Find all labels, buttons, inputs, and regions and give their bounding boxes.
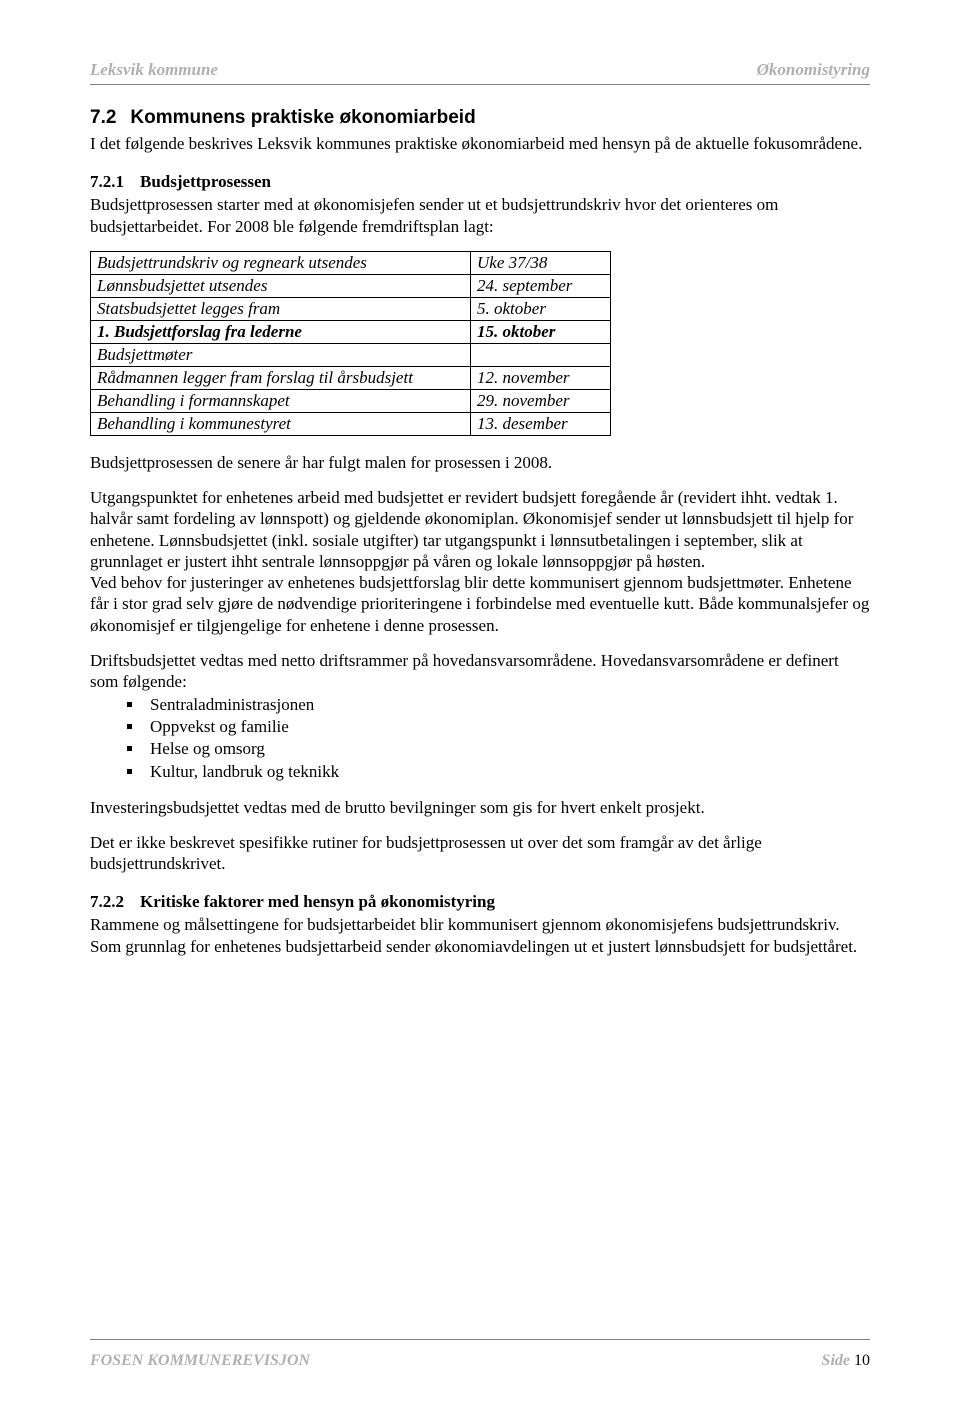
schedule-label: Behandling i kommunestyret: [91, 412, 471, 435]
s721-paragraph-1: Budsjettprosessen starter med at økonomi…: [90, 194, 870, 237]
footer-left: FOSEN KOMMUNEREVISJON: [90, 1352, 310, 1370]
table-row: Budsjettrundskriv og regneark utsendesUk…: [91, 251, 611, 274]
footer-rule-wrap: [90, 1333, 870, 1346]
footer-page-label: Side: [822, 1352, 850, 1369]
list-item: Sentraladministrasjonen: [144, 694, 870, 716]
header-right: Økonomistyring: [757, 60, 870, 80]
schedule-label: Rådmannen legger fram forslag til årsbud…: [91, 366, 471, 389]
footer-page-number: 10: [854, 1352, 870, 1369]
page-header: Leksvik kommune Økonomistyring: [90, 60, 870, 80]
table-row: Behandling i kommunestyret13. desember: [91, 412, 611, 435]
footer-right: Side 10: [822, 1352, 870, 1370]
section-heading-7-2: 7.2 Kommunens praktiske økonomiarbeid: [90, 107, 870, 129]
heading-title: Kritiske faktorer med hensyn på økonomis…: [140, 892, 495, 911]
schedule-value: 29. november: [471, 389, 611, 412]
table-row: Behandling i formannskapet29. november: [91, 389, 611, 412]
schedule-value: 12. november: [471, 366, 611, 389]
header-rule: [90, 84, 870, 85]
body-paragraph: Utgangspunktet for enhetenes arbeid med …: [90, 487, 870, 572]
heading-number: 7.2: [90, 107, 116, 129]
list-item: Oppvekst og familie: [144, 716, 870, 738]
table-row: 1. Budsjettforslag fra lederne15. oktobe…: [91, 320, 611, 343]
schedule-label: Budsjettrundskriv og regneark utsendes: [91, 251, 471, 274]
heading-title: Kommunens praktiske økonomiarbeid: [130, 107, 475, 128]
schedule-value: 5. oktober: [471, 297, 611, 320]
body-paragraph: Det er ikke beskrevet spesifikke rutiner…: [90, 832, 870, 875]
table-row: Budsjettmøter: [91, 343, 611, 366]
table-row: Rådmannen legger fram forslag til årsbud…: [91, 366, 611, 389]
schedule-value: Uke 37/38: [471, 251, 611, 274]
page-footer: FOSEN KOMMUNEREVISJON Side 10: [90, 1352, 870, 1370]
body-paragraph: Ved behov for justeringer av enhetenes b…: [90, 572, 870, 636]
schedule-value: 15. oktober: [471, 320, 611, 343]
body-paragraph: Budsjettprosessen de senere år har fulgt…: [90, 452, 870, 473]
table-row: Lønnsbudsjettet utsendes24. september: [91, 274, 611, 297]
schedule-label: Lønnsbudsjettet utsendes: [91, 274, 471, 297]
areas-list: Sentraladministrasjonen Oppvekst og fami…: [90, 694, 870, 782]
section-heading-7-2-1: 7.2.1 Budsjettprosessen: [90, 172, 870, 192]
body-paragraph: Driftsbudsjettet vedtas med netto drifts…: [90, 650, 870, 693]
schedule-table: Budsjettrundskriv og regneark utsendesUk…: [90, 251, 611, 436]
list-item: Kultur, landbruk og teknikk: [144, 761, 870, 783]
schedule-value: [471, 343, 611, 366]
s722-paragraph-1: Rammene og målsettingene for budsjettarb…: [90, 914, 870, 957]
document-page: Leksvik kommune Økonomistyring 7.2 Kommun…: [0, 0, 960, 1410]
schedule-value: 13. desember: [471, 412, 611, 435]
schedule-value: 24. september: [471, 274, 611, 297]
heading-number: 7.2.1: [90, 172, 124, 192]
heading-title: Budsjettprosessen: [140, 172, 271, 191]
section-heading-7-2-2: 7.2.2 Kritiske faktorer med hensyn på øko…: [90, 892, 870, 912]
intro-paragraph: I det følgende beskrives Leksvik kommune…: [90, 133, 870, 154]
schedule-label: Budsjettmøter: [91, 343, 471, 366]
footer-rule: [90, 1339, 870, 1340]
list-item: Helse og omsorg: [144, 738, 870, 760]
table-row: Statsbudsjettet legges fram5. oktober: [91, 297, 611, 320]
schedule-label: Statsbudsjettet legges fram: [91, 297, 471, 320]
body-paragraph: Investeringsbudsjettet vedtas med de bru…: [90, 797, 870, 818]
schedule-label: 1. Budsjettforslag fra lederne: [91, 320, 471, 343]
header-left: Leksvik kommune: [90, 60, 218, 80]
schedule-label: Behandling i formannskapet: [91, 389, 471, 412]
heading-number: 7.2.2: [90, 892, 124, 912]
